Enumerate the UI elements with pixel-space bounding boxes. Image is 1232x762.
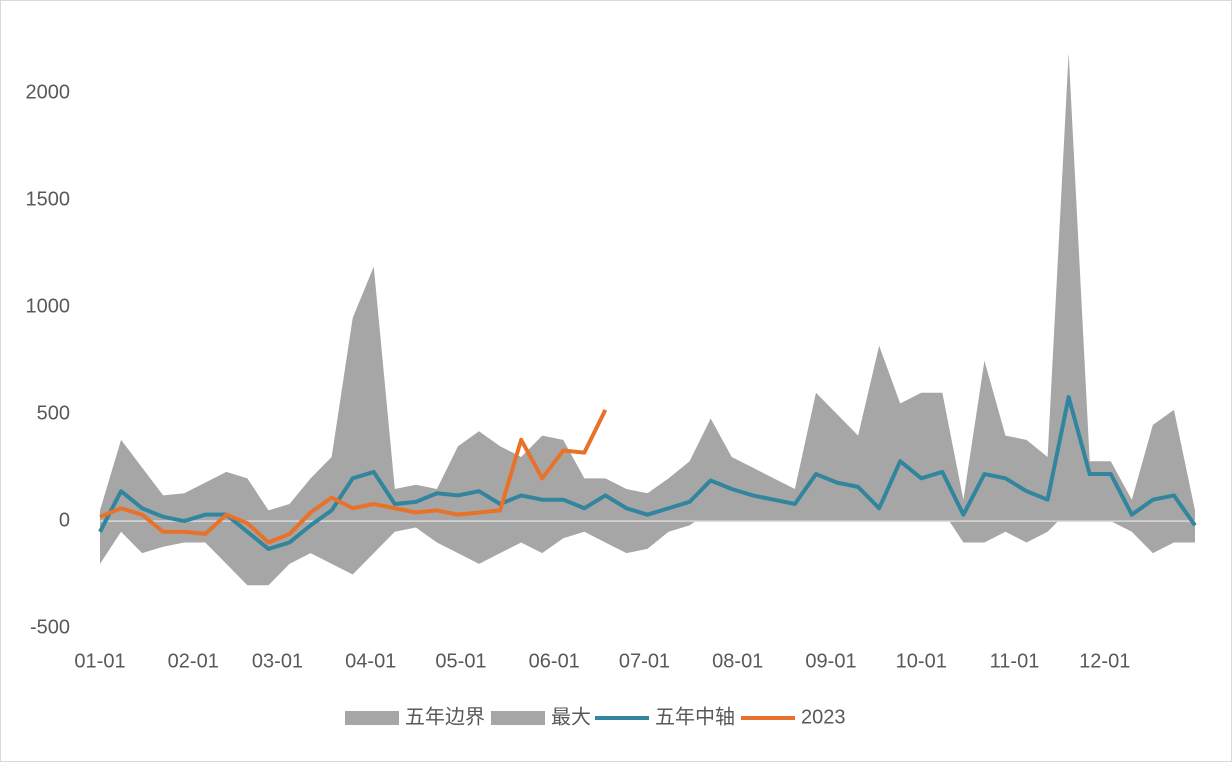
y-tick-label: 500 (37, 402, 70, 424)
x-tick-label: 07-01 (619, 650, 670, 672)
line (98, 395, 1197, 551)
y-tick-label: 0 (59, 509, 70, 531)
x-tick-label: 09-01 (805, 650, 856, 672)
legend-swatch (491, 711, 545, 725)
legend-label: 2023 (801, 706, 846, 728)
x-tick-label: 08-01 (712, 650, 763, 672)
legend-swatch (345, 711, 399, 725)
y-tick-label: 1000 (26, 296, 71, 318)
legend-label: 五年边界 (405, 705, 485, 728)
plot-area: -500 0 500 1000 1500 2000 01-01 02-01 03-01 04-01… (26, 52, 1197, 672)
x-tick-label: 10-01 (896, 650, 947, 672)
legend-label: 最大 (551, 705, 591, 728)
line (99, 409, 608, 545)
x-tick-label: 01-01 (74, 650, 125, 672)
y-tick-label: 1500 (26, 189, 71, 211)
x-tick-label: 11-01 (990, 650, 1040, 672)
x-tick-label: 04-01 (345, 650, 396, 672)
legend-label: 五年中轴 (655, 705, 735, 728)
x-tick-label: 02-01 (168, 650, 219, 672)
x-tick-label: 05-01 (435, 650, 486, 672)
y-tick-label: -500 (30, 616, 70, 638)
x-tick-label: 12-01 (1079, 650, 1130, 672)
y-tick-label: 2000 (26, 82, 71, 104)
x-tick-label: 06-01 (529, 650, 580, 672)
legend: 五年边界 最大 五年中轴 2023 (345, 705, 846, 728)
area (100, 510, 1195, 586)
area (100, 52, 1195, 522)
x-tick-label: 03-01 (252, 650, 303, 672)
